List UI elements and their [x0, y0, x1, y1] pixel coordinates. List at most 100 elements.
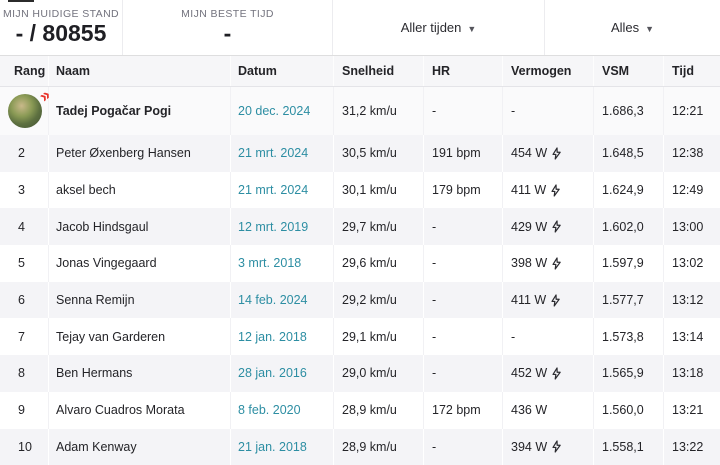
leaderboard-row: » 9 Alvaro Cuadros Morata 8 feb. 2020 28… [0, 391, 720, 429]
column-header-hr: HR [423, 56, 502, 86]
heart-rate-value: 191 bpm [423, 135, 502, 172]
speed-value: 30,5 km/u [333, 135, 423, 172]
speed-value: 29,7 km/u [333, 208, 423, 246]
effort-date-link[interactable]: 21 mrt. 2024 [238, 183, 309, 198]
rank-value: 6 [18, 293, 25, 308]
chevron-down-icon: ▼ [467, 23, 477, 34]
time-value: 13:02 [663, 245, 720, 282]
rank-value: 2 [18, 146, 25, 161]
effort-date-link[interactable]: 8 feb. 2020 [238, 403, 301, 418]
athlete-name: Tadej Pogačar Pogi [48, 87, 230, 135]
my-best-time: MIJN BESTE TIJD - [123, 0, 333, 55]
leaderboard-row: » 10 Adam Kenway 21 jan. 2018 28,9 km/u … [0, 428, 720, 465]
leaderboard-row: » 6 Senna Remijn 14 feb. 2024 29,2 km/u … [0, 281, 720, 319]
time-value: 13:14 [663, 318, 720, 356]
speed-value: 30,1 km/u [333, 171, 423, 209]
time-value: 12:49 [663, 171, 720, 209]
power-value: - [511, 329, 516, 344]
power-value: - [511, 104, 516, 118]
column-header-vsm: VSM [593, 56, 663, 86]
power-meter-bolt-icon [552, 440, 561, 453]
athlete-name: Jonas Vingegaard [48, 245, 230, 282]
time-filter-label: Aller tijden [400, 20, 462, 35]
heart-rate-value: - [423, 428, 502, 465]
time-value: 13:00 [663, 208, 720, 246]
rank-value: 10 [18, 439, 32, 454]
rank-value: 3 [18, 183, 25, 198]
effort-date-link[interactable]: 12 jan. 2018 [238, 329, 307, 344]
vsm-value: 1.686,3 [593, 87, 663, 135]
athlete-name: Senna Remijn [48, 281, 230, 319]
leaderboard-topbar: MIJN HUIDIGE STAND - / 80855 MIJN BESTE … [0, 0, 720, 56]
leaderboard-body: » Tadej Pogačar Pogi 20 dec. 2024 31,2 k… [0, 85, 720, 465]
power-value: 454 W [511, 146, 548, 161]
power-value: 411 W [511, 183, 547, 198]
column-header-naam: Naam [48, 56, 230, 86]
power-value: 398 W [511, 256, 548, 271]
speed-value: 29,1 km/u [333, 318, 423, 356]
vsm-value: 1.565,9 [593, 355, 663, 392]
vsm-value: 1.560,0 [593, 391, 663, 429]
power-value: 429 W [511, 219, 548, 234]
effort-date-link[interactable]: 14 feb. 2024 [238, 293, 308, 308]
power-value: 436 W [511, 403, 548, 418]
vsm-value: 1.573,8 [593, 318, 663, 356]
time-value: 12:21 [663, 87, 720, 135]
effort-date-link[interactable]: 12 mrt. 2019 [238, 219, 309, 234]
heart-rate-value: - [423, 245, 502, 282]
effort-date-link[interactable]: 28 jan. 2016 [238, 366, 307, 381]
effort-date-link[interactable]: 21 jan. 2018 [238, 439, 307, 454]
column-header-rang: Rang [14, 64, 46, 78]
athlete-name: Jacob Hindsgaul [48, 208, 230, 246]
leaderboard-row: » 3 aksel bech 21 mrt. 2024 30,1 km/u 17… [0, 171, 720, 209]
effort-date-link[interactable]: 3 mrt. 2018 [238, 256, 302, 271]
heart-rate-value: - [423, 318, 502, 356]
power-meter-bolt-icon [552, 257, 561, 270]
heart-rate-value: - [423, 281, 502, 319]
time-value: 13:12 [663, 281, 720, 319]
leaderboard-row: » 2 Peter Øxenberg Hansen 21 mrt. 2024 3… [0, 135, 720, 172]
rank-value: 9 [18, 403, 25, 418]
speed-value: 29,6 km/u [333, 245, 423, 282]
power-meter-bolt-icon [551, 293, 560, 307]
power-meter-bolt-icon [552, 367, 561, 380]
heart-rate-value: - [423, 355, 502, 392]
column-header-tijd: Tijd [663, 56, 720, 86]
column-header-snelheid: Snelheid [333, 56, 423, 86]
power-meter-bolt-icon [552, 147, 561, 160]
heart-rate-value: - [423, 208, 502, 246]
column-header-vermogen: Vermogen [502, 56, 593, 86]
effort-date-link[interactable]: 21 mrt. 2024 [238, 146, 309, 161]
rank-value: 7 [18, 329, 25, 344]
category-filter-label: Alles [610, 20, 640, 35]
effort-date-link[interactable]: 20 dec. 2024 [238, 104, 311, 118]
stat-label: MIJN BESTE TIJD [181, 8, 274, 21]
power-value: 411 W [511, 293, 547, 308]
athlete-name: Alvaro Cuadros Morata [48, 391, 230, 429]
leaderboard-row: » 4 Jacob Hindsgaul 12 mrt. 2019 29,7 km… [0, 208, 720, 246]
time-value: 13:21 [663, 391, 720, 429]
athlete-avatar[interactable]: » [8, 85, 54, 128]
power-meter-bolt-icon [552, 220, 561, 233]
vsm-value: 1.577,7 [593, 281, 663, 319]
vsm-value: 1.602,0 [593, 208, 663, 246]
speed-value: 28,9 km/u [333, 428, 423, 465]
time-value: 13:18 [663, 355, 720, 392]
my-current-standing: MIJN HUIDIGE STAND - / 80855 [0, 0, 123, 55]
speed-value: 31,2 km/u [333, 87, 423, 135]
leaderboard-row: » 5 Jonas Vingegaard 3 mrt. 2018 29,6 km… [0, 245, 720, 282]
rank-value: 5 [18, 256, 25, 271]
vsm-value: 1.624,9 [593, 171, 663, 209]
power-value: 452 W [511, 366, 548, 381]
time-filter-dropdown[interactable]: Aller tijden ▼ [333, 0, 545, 55]
time-value: 12:38 [663, 135, 720, 172]
leaderboard-row: » 7 Tejay van Garderen 12 jan. 2018 29,1… [0, 318, 720, 356]
time-value: 13:22 [663, 428, 720, 465]
speed-value: 29,0 km/u [333, 355, 423, 392]
heart-rate-value: 172 bpm [423, 391, 502, 429]
category-filter-dropdown[interactable]: Alles ▼ [545, 0, 720, 55]
vsm-value: 1.597,9 [593, 245, 663, 282]
athlete-name: Adam Kenway [48, 428, 230, 465]
leaderboard-row: » Tadej Pogačar Pogi 20 dec. 2024 31,2 k… [0, 85, 720, 135]
